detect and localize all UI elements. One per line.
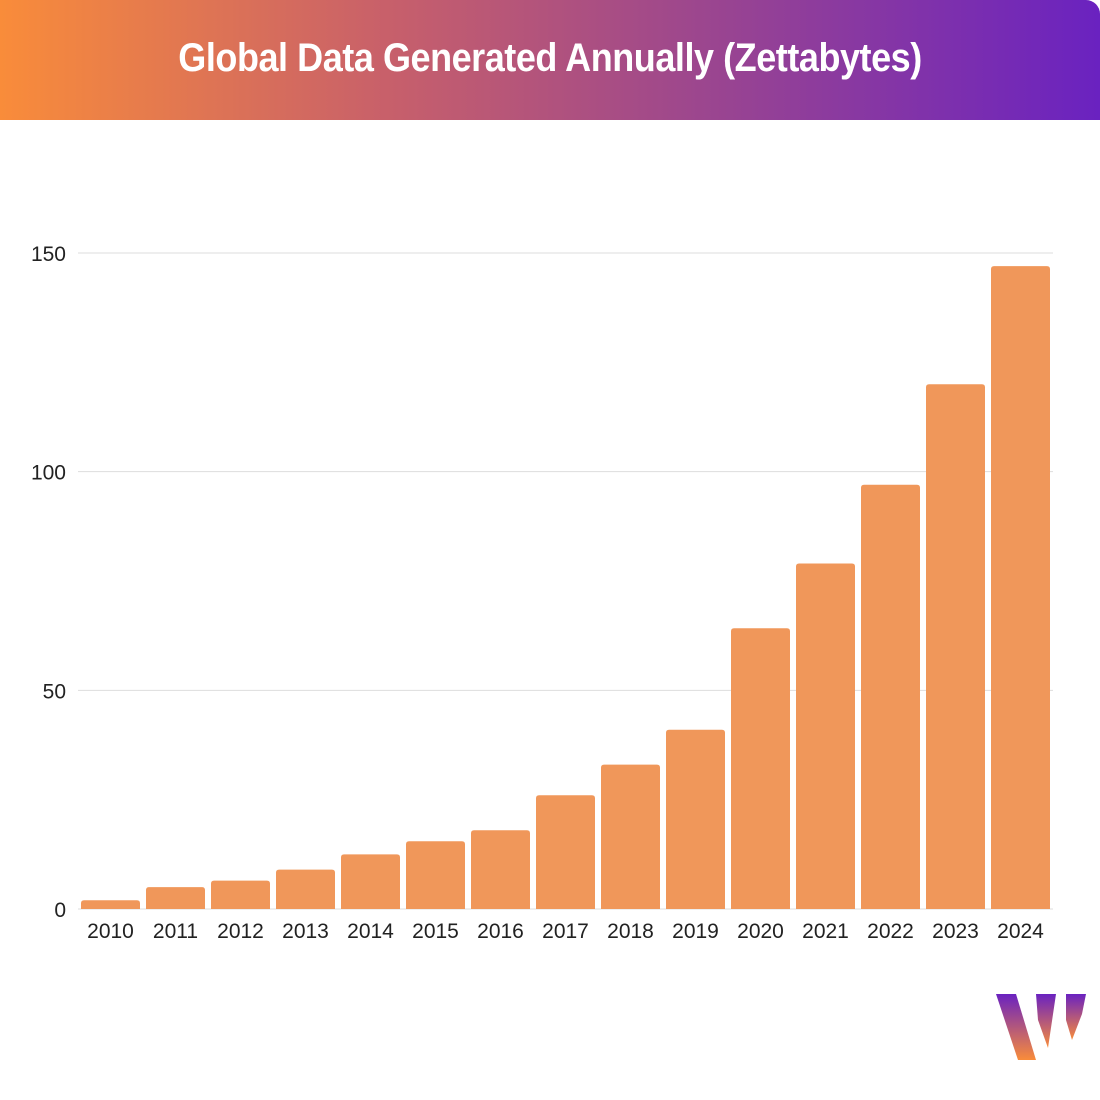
bar-2015 [406,841,465,909]
x-tick-label: 2011 [153,920,198,943]
bar-2014 [341,854,400,909]
bar-2020 [731,628,790,909]
bar-2024 [991,266,1050,909]
y-tick-label: 0 [54,899,66,922]
bar-2012 [211,880,270,909]
x-tick-label: 2013 [282,920,329,943]
x-tick-label: 2023 [932,920,979,943]
x-tick-label: 2018 [607,920,654,943]
x-tick-label: 2017 [542,920,589,943]
chart-title: Global Data Generated Annually (Zettabyt… [178,35,922,80]
bar-2021 [796,563,855,909]
bar-2013 [276,869,335,909]
w-logo-icon [996,994,1086,1060]
x-tick-label: 2022 [867,920,914,943]
title-banner: Global Data Generated Annually (Zettabyt… [0,0,1100,120]
y-tick-label: 50 [43,680,66,703]
y-tick-label: 100 [31,462,66,485]
x-tick-label: 2016 [477,920,524,943]
x-tick-label: 2012 [217,920,264,943]
x-tick-label: 2010 [87,920,134,943]
x-tick-label: 2015 [412,920,459,943]
bar-2022 [861,484,920,909]
bar-2023 [926,384,985,909]
x-tick-label: 2021 [802,920,849,943]
x-tick-label: 2024 [997,920,1044,943]
x-tick-label: 2020 [737,920,784,943]
bar-2018 [601,764,660,909]
y-tick-label: 150 [31,243,66,266]
bar-2017 [536,795,595,909]
bar-2016 [471,830,530,909]
bar-2011 [146,887,205,909]
bar-2010 [81,900,140,909]
bar-2019 [666,729,725,909]
x-tick-label: 2019 [672,920,719,943]
x-tick-label: 2014 [347,920,394,943]
